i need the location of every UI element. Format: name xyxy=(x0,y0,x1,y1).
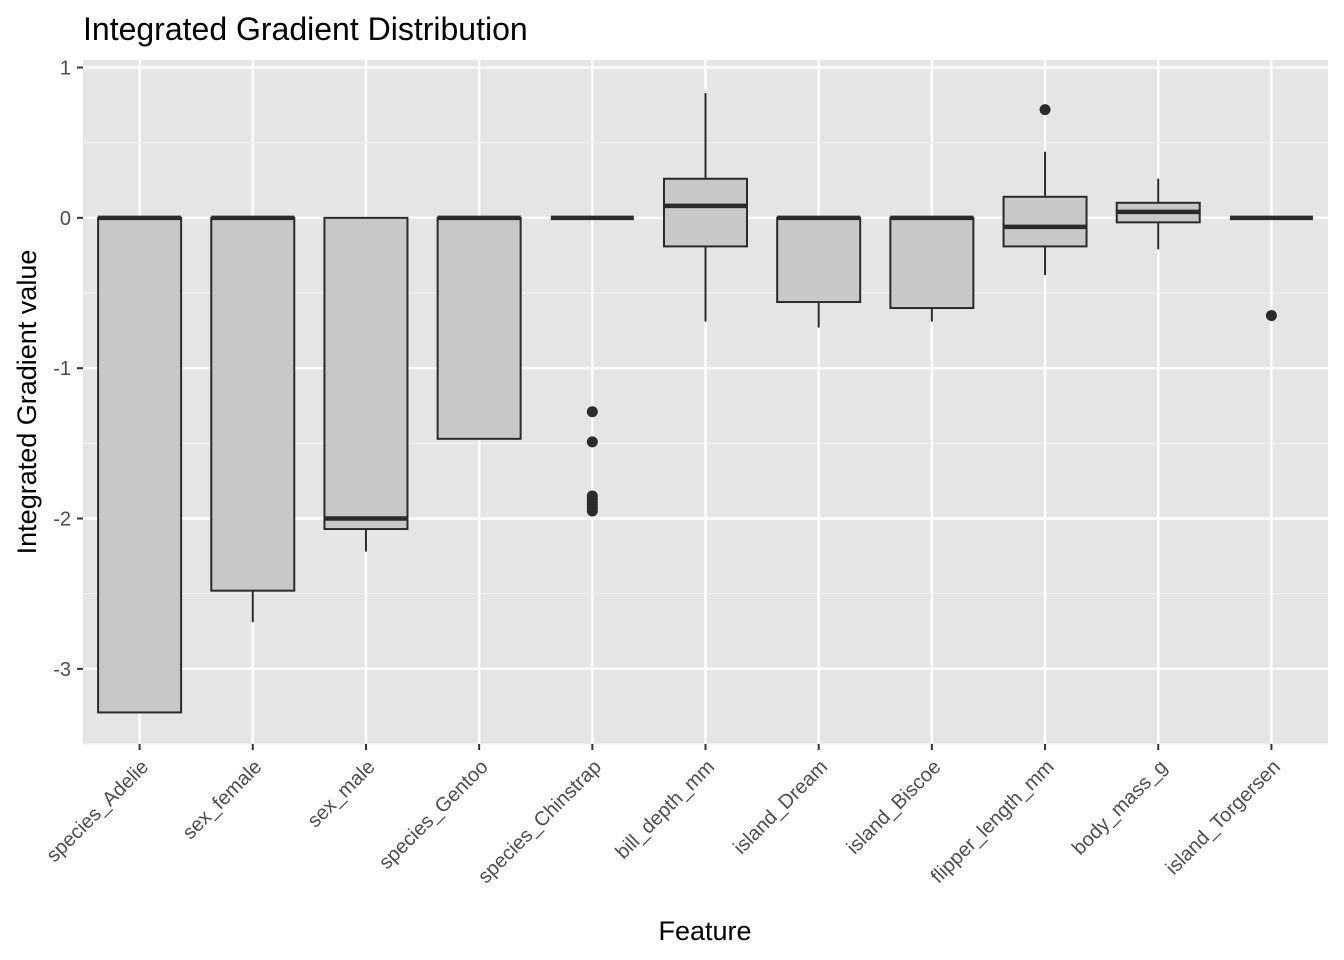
box xyxy=(776,216,862,304)
boxplot xyxy=(436,215,522,440)
x-tick-label: species_Gentoo xyxy=(375,756,493,874)
x-tick-label: sex_female xyxy=(178,756,266,844)
y-axis: 1 0 -1 -2 -3 xyxy=(53,58,83,681)
x-tick-label: island_Biscoe xyxy=(843,756,946,859)
y-tick-label: 1 xyxy=(60,58,71,80)
outlier-point xyxy=(586,436,598,448)
outlier-point xyxy=(586,406,598,418)
boxplot xyxy=(210,215,296,623)
x-tick-label: species_Chinstrap xyxy=(474,756,606,888)
x-tick-label: bill_depth_mm xyxy=(612,756,720,864)
x-tick-label: island_Dream xyxy=(729,756,832,859)
boxplot xyxy=(776,215,862,328)
chart-title: Integrated Gradient Distribution xyxy=(83,11,528,47)
outlier-point xyxy=(1039,104,1051,116)
box xyxy=(97,216,183,714)
outlier-point xyxy=(586,505,598,517)
boxplots xyxy=(97,93,1313,714)
boxplot xyxy=(1115,178,1201,250)
x-tick-label: body_mass_g xyxy=(1068,756,1172,860)
box xyxy=(210,216,296,592)
x-tick-label: island_Torgersen xyxy=(1162,756,1285,879)
y-axis-title: Integrated Gradient value xyxy=(12,250,42,555)
box xyxy=(323,216,409,531)
box xyxy=(1002,195,1088,248)
box xyxy=(436,216,522,440)
boxplot xyxy=(1002,104,1088,275)
boxplot xyxy=(97,215,183,714)
boxplot xyxy=(889,215,975,322)
y-tick-label: -3 xyxy=(53,659,71,681)
y-tick-label: -2 xyxy=(53,509,71,531)
x-tick-label: species_Adelie xyxy=(42,756,153,867)
x-tick-label: sex_male xyxy=(303,756,379,832)
boxplot xyxy=(663,93,748,322)
boxplot xyxy=(1229,215,1313,322)
box xyxy=(889,216,975,310)
x-axis-title: Feature xyxy=(658,916,751,946)
boxplot xyxy=(323,216,409,552)
outlier-point xyxy=(1265,310,1277,322)
x-tick-label: flipper_length_mm xyxy=(927,756,1059,888)
y-tick-label: -1 xyxy=(53,358,71,380)
box xyxy=(663,177,748,248)
boxplot xyxy=(550,215,634,517)
y-tick-label: 0 xyxy=(60,208,71,230)
x-axis: species_Adelie sex_female sex_malespecies_… xyxy=(42,744,1285,888)
